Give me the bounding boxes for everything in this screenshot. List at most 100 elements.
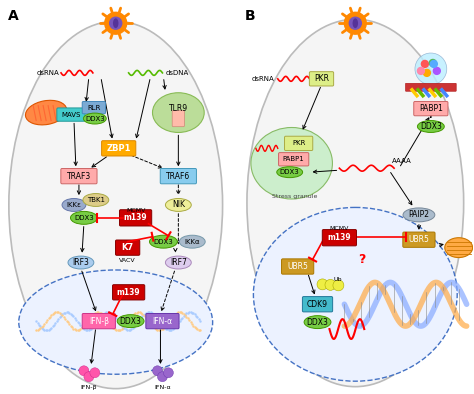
- Circle shape: [333, 280, 344, 291]
- FancyBboxPatch shape: [310, 72, 334, 86]
- FancyBboxPatch shape: [82, 314, 115, 329]
- Ellipse shape: [9, 21, 223, 388]
- Text: DDX3: DDX3: [120, 317, 142, 325]
- Text: PKR: PKR: [292, 140, 305, 147]
- Circle shape: [345, 12, 366, 34]
- Text: UBR5: UBR5: [287, 262, 308, 271]
- Circle shape: [325, 279, 336, 290]
- Ellipse shape: [277, 167, 302, 178]
- Text: TRAF6: TRAF6: [166, 172, 191, 180]
- Text: DDX3: DDX3: [85, 115, 105, 122]
- Text: dsRNA: dsRNA: [252, 76, 274, 82]
- Text: ?: ?: [358, 253, 366, 266]
- Ellipse shape: [83, 193, 109, 206]
- Ellipse shape: [71, 212, 97, 224]
- Text: A: A: [9, 9, 19, 23]
- Circle shape: [79, 366, 89, 376]
- Ellipse shape: [153, 93, 204, 132]
- Text: IFN-α: IFN-α: [154, 385, 171, 390]
- Ellipse shape: [445, 238, 473, 258]
- Circle shape: [429, 59, 437, 67]
- Text: PABP1: PABP1: [283, 156, 304, 162]
- Text: MAVS: MAVS: [61, 112, 81, 117]
- Text: TRAF3: TRAF3: [67, 172, 91, 180]
- Ellipse shape: [165, 199, 191, 212]
- Circle shape: [433, 67, 440, 74]
- FancyBboxPatch shape: [403, 232, 435, 247]
- Circle shape: [164, 368, 173, 378]
- Ellipse shape: [83, 113, 106, 124]
- Ellipse shape: [113, 18, 118, 28]
- Text: AAAA: AAAA: [392, 158, 412, 164]
- Ellipse shape: [149, 235, 177, 248]
- FancyBboxPatch shape: [282, 259, 314, 274]
- Text: CDK9: CDK9: [307, 300, 328, 309]
- Circle shape: [349, 17, 361, 29]
- FancyBboxPatch shape: [414, 102, 448, 116]
- Ellipse shape: [26, 100, 67, 125]
- Circle shape: [317, 279, 328, 290]
- Ellipse shape: [247, 19, 464, 387]
- Circle shape: [415, 53, 447, 85]
- Text: IFN-α: IFN-α: [152, 317, 173, 325]
- Ellipse shape: [62, 199, 86, 212]
- Ellipse shape: [254, 207, 457, 381]
- Ellipse shape: [68, 256, 94, 269]
- Text: IFN-β: IFN-β: [89, 317, 109, 325]
- FancyBboxPatch shape: [322, 230, 356, 246]
- Text: DDX3: DDX3: [154, 239, 173, 245]
- FancyBboxPatch shape: [172, 110, 184, 127]
- Circle shape: [153, 366, 163, 376]
- Circle shape: [90, 368, 100, 378]
- Text: Stress granule: Stress granule: [272, 193, 317, 199]
- Text: PAIP2: PAIP2: [409, 210, 429, 219]
- Text: B: B: [245, 9, 255, 23]
- Text: IFN-β: IFN-β: [81, 385, 97, 390]
- FancyBboxPatch shape: [82, 102, 106, 114]
- FancyBboxPatch shape: [302, 297, 333, 312]
- Ellipse shape: [19, 270, 213, 374]
- Text: DDX3: DDX3: [74, 215, 94, 221]
- Text: TBK1: TBK1: [87, 197, 105, 203]
- Ellipse shape: [353, 18, 358, 28]
- Circle shape: [418, 67, 424, 74]
- FancyBboxPatch shape: [160, 169, 196, 184]
- Ellipse shape: [179, 235, 205, 248]
- FancyBboxPatch shape: [405, 83, 456, 91]
- FancyBboxPatch shape: [146, 314, 179, 329]
- Text: PKR: PKR: [314, 74, 329, 84]
- FancyBboxPatch shape: [279, 152, 309, 166]
- Circle shape: [157, 372, 167, 382]
- Ellipse shape: [304, 316, 331, 329]
- Text: m139: m139: [328, 233, 351, 242]
- Text: DDX3: DDX3: [420, 122, 442, 131]
- Text: RLR: RLR: [87, 105, 100, 111]
- Ellipse shape: [117, 315, 144, 327]
- FancyBboxPatch shape: [116, 240, 140, 255]
- Circle shape: [109, 17, 122, 29]
- Ellipse shape: [251, 128, 332, 199]
- Text: IKKα: IKKα: [184, 239, 200, 245]
- Circle shape: [421, 60, 428, 67]
- Text: IKKε: IKKε: [66, 202, 82, 208]
- Text: VACV: VACV: [119, 258, 136, 262]
- Circle shape: [105, 12, 127, 34]
- Text: dsRNA: dsRNA: [36, 70, 59, 76]
- Text: m139: m139: [117, 288, 140, 297]
- Ellipse shape: [418, 121, 444, 132]
- Text: DDX3: DDX3: [280, 169, 300, 175]
- FancyBboxPatch shape: [101, 141, 136, 156]
- Text: IRF7: IRF7: [170, 258, 187, 267]
- FancyBboxPatch shape: [119, 210, 152, 226]
- Circle shape: [430, 60, 438, 67]
- Ellipse shape: [403, 208, 435, 222]
- Text: Ub: Ub: [333, 277, 342, 282]
- Text: NIK: NIK: [172, 201, 185, 210]
- Text: PABP1: PABP1: [419, 104, 443, 113]
- Text: MCMV: MCMV: [330, 226, 349, 231]
- Text: ZBP1: ZBP1: [107, 144, 131, 153]
- Text: m139: m139: [124, 214, 147, 222]
- FancyBboxPatch shape: [112, 285, 145, 300]
- Ellipse shape: [165, 256, 191, 269]
- Text: MCMV: MCMV: [126, 208, 146, 214]
